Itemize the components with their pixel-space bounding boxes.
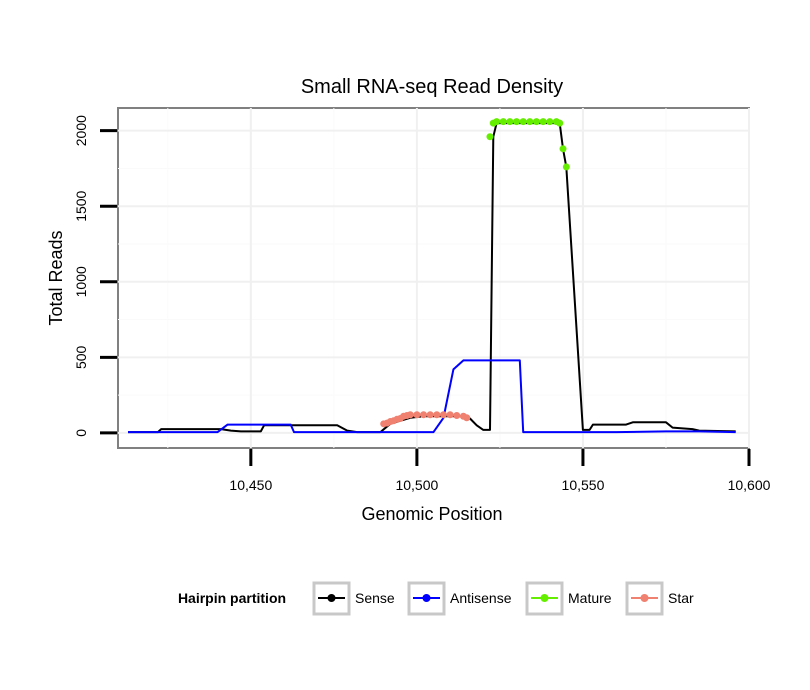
data-point-mature	[499, 118, 507, 126]
chart-title: Small RNA-seq Read Density	[301, 76, 563, 98]
legend-label: Mature	[568, 590, 612, 606]
y-tick-label: 1500	[73, 190, 89, 221]
y-tick-label: 2000	[73, 115, 89, 146]
data-point-star	[433, 411, 441, 419]
legend-title: Hairpin partition	[178, 590, 286, 606]
legend-key-point	[422, 594, 431, 602]
data-point-star	[413, 411, 421, 419]
y-axis-label: Total Reads	[46, 230, 66, 325]
data-point-mature	[532, 118, 540, 126]
data-point-mature	[486, 133, 494, 141]
x-tick-label: 10,600	[728, 477, 771, 493]
data-point-mature	[539, 118, 547, 126]
data-point-mature	[513, 118, 521, 126]
plot-area	[117, 107, 750, 449]
legend-item-star: Star	[625, 581, 694, 616]
y-tick-label: 500	[73, 345, 89, 369]
x-tick-label: 10,550	[562, 477, 605, 493]
legend-key-point	[540, 594, 549, 602]
x-tick-label: 10,500	[395, 477, 438, 493]
data-point-mature	[559, 145, 567, 153]
x-tick-label: 10,450	[229, 477, 272, 493]
data-point-mature	[506, 118, 514, 126]
axes: 0 500 1000 1500 2000 10,450 10,500 10,550 10,600	[73, 115, 771, 493]
data-point-mature	[519, 118, 527, 126]
legend: Hairpin partition Sense Antisense Mature St…	[178, 581, 694, 616]
legend-label: Sense	[355, 590, 395, 606]
y-tick-label: 0	[73, 429, 89, 437]
legend-label: Star	[668, 590, 694, 606]
legend-key-point	[640, 594, 649, 602]
data-point-star	[446, 411, 454, 419]
data-point-star	[463, 414, 471, 422]
x-axis-label: Genomic Position	[361, 504, 502, 524]
data-point-star	[453, 412, 461, 420]
legend-label: Antisense	[450, 590, 512, 606]
series-line-antisense	[128, 359, 736, 434]
data-point-star	[439, 411, 447, 419]
data-point-star	[426, 411, 434, 419]
y-tick-label: 1000	[73, 266, 89, 297]
data-point-star	[420, 411, 428, 419]
data-point-mature	[546, 118, 554, 126]
legend-key-point	[327, 594, 336, 602]
legend-item-mature: Mature	[525, 581, 612, 616]
data-point-mature	[562, 163, 570, 171]
legend-item-antisense: Antisense	[407, 581, 512, 616]
data-point-mature	[556, 119, 564, 127]
legend-item-sense: Sense	[312, 581, 395, 616]
series-layer	[128, 118, 736, 434]
data-point-mature	[493, 118, 501, 126]
data-point-mature	[526, 118, 534, 126]
data-point-star	[406, 411, 414, 419]
